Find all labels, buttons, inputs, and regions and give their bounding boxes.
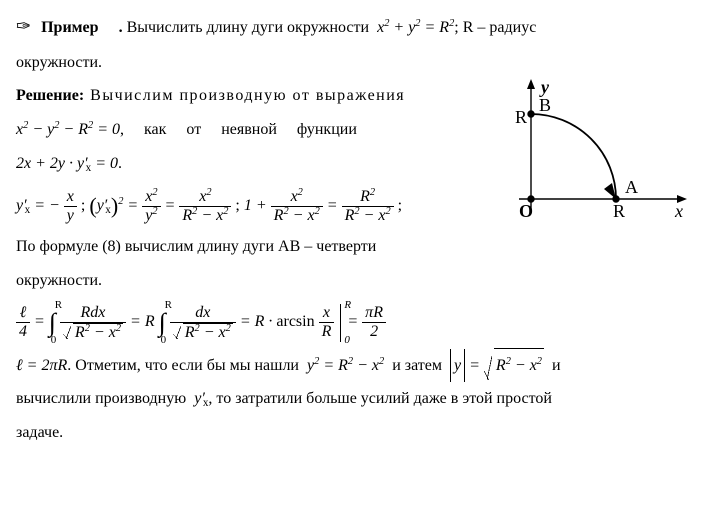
note-1: . Отметим, что если бы мы нашли [67, 357, 299, 374]
note-3: и [552, 357, 561, 374]
note-4: вычислили производную [16, 390, 186, 407]
svg-text:B: B [539, 95, 551, 115]
comma: , [120, 121, 124, 138]
svg-text:x: x [674, 201, 683, 221]
example-dot: . [119, 19, 123, 36]
example-label: Пример [41, 19, 98, 36]
after-derivs-2: окружности. [16, 264, 691, 298]
svg-text:O: O [519, 201, 533, 221]
eq-y2: y2 = R2 − x2 [307, 357, 384, 374]
ornament-icon: ✑ [16, 16, 31, 36]
w-func: функции [297, 121, 357, 138]
svg-text:R: R [515, 107, 527, 127]
quarter-circle-figure: y x O R R A B [501, 79, 691, 244]
task-line-2: окружности. [16, 46, 691, 80]
w-neyav: неявной [221, 121, 277, 138]
svg-text:A: A [625, 177, 638, 197]
note-5: , то затратили больше усилий даже в этой… [208, 390, 552, 407]
eq-circle: x2 + y2 = R2 [377, 19, 454, 36]
final-line-1: ℓ = 2πR. Отметим, что если бы мы нашли y… [16, 348, 691, 383]
solution-text-1: Вычислим производную от выражения [90, 87, 405, 104]
task-line-1: ✑ Пример . Вычислить длину дуги окружнос… [16, 8, 691, 46]
w-kak: как [144, 121, 166, 138]
svg-text:R: R [613, 201, 625, 221]
integral-line: ℓ4 = ∫0R RdxR2 − x2 = R ∫0R dxR2 − x2 = … [16, 304, 691, 342]
dot: . [118, 155, 122, 172]
eq-ell-2piR: ℓ = 2πR [16, 357, 67, 374]
w-ot: от [186, 121, 201, 138]
note-2: и затем [392, 357, 442, 374]
task-tail: ; R – радиус [454, 19, 536, 36]
final-line-3: задаче. [16, 416, 691, 450]
solution-label: Решение: [16, 87, 84, 104]
task-text: Вычислить длину дуги окружности [127, 19, 370, 36]
final-line-2: вычислили производную y′x, то затратили … [16, 382, 691, 416]
eq-implicit: x2 − y2 − R2 = 0 [16, 121, 120, 138]
eq-absy: y = R2 − x2 [450, 357, 544, 374]
eq-yprime: y′x [194, 390, 208, 407]
eq-2x2y: 2x + 2y · y′x = 0 [16, 155, 118, 172]
